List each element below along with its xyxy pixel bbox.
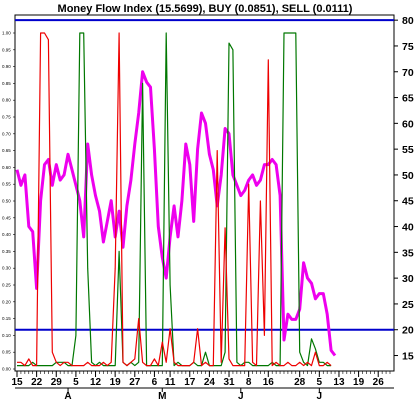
series-line-mfi <box>15 70 337 357</box>
left-tick-label: 0.30 <box>2 266 11 271</box>
right-tick-label: 15 <box>402 351 414 363</box>
series-layer <box>15 32 337 367</box>
left-tick-label: 0.90 <box>2 64 11 69</box>
x-tick-label: 12 <box>90 377 102 388</box>
right-tick-label: 60 <box>402 118 414 130</box>
right-tick-label: 40 <box>402 222 414 234</box>
x-tick-label: 31 <box>223 377 235 388</box>
left-tick-label: 0.40 <box>2 232 11 237</box>
x-tick-label: 5 <box>317 377 323 388</box>
left-tick-label: 0.50 <box>2 199 11 204</box>
x-tick-label: 19 <box>110 377 122 388</box>
x-tick-label: 27 <box>129 377 141 388</box>
x-tick-label: 13 <box>333 377 345 388</box>
left-tick-label: 0.75 <box>2 115 11 120</box>
right-axis: 15 20 25 30 35 40 45 50 55 60 65 70 75 80 <box>394 15 414 363</box>
left-axis: 0.00 0.05 0.10 0.15 0.20 0.25 0.30 0.35 0.40 0.45… <box>2 31 15 372</box>
left-tick-label: 0.20 <box>2 299 11 304</box>
plot-frame <box>14 14 395 372</box>
left-tick-label: 0.55 <box>2 182 11 187</box>
x-axis: 15 22 29 5 12 19 27 6 11 17 24 31 8 16 28 5 13 19 26 A M J J <box>11 371 394 400</box>
right-tick-label: 50 <box>402 170 414 182</box>
x-tick-label: 8 <box>246 377 252 388</box>
x-tick-label: 26 <box>373 377 385 388</box>
left-tick-label: 0.00 <box>2 367 11 372</box>
month-label: M <box>158 391 166 400</box>
right-tick-label: 55 <box>402 144 414 156</box>
x-tick-label: 28 <box>294 377 306 388</box>
x-tick-label: 22 <box>31 377 43 388</box>
left-tick-label: 0.95 <box>2 47 11 52</box>
x-tick-label: 29 <box>51 377 63 388</box>
left-tick-label: 0.35 <box>2 249 11 254</box>
x-tick-label: 17 <box>184 377 196 388</box>
chart-title: Money Flow Index (15.5699), BUY (0.0851)… <box>58 3 353 15</box>
left-tick-label: 0.65 <box>2 148 11 153</box>
right-tick-label: 35 <box>402 247 414 259</box>
right-tick-label: 45 <box>402 196 414 208</box>
left-tick-label: 0.25 <box>2 283 11 288</box>
x-tick-label: 11 <box>165 377 176 388</box>
left-tick-label: 0.85 <box>2 81 11 86</box>
x-tick-label: 19 <box>353 377 365 388</box>
right-tick-label: 30 <box>402 273 414 285</box>
x-tick-label: 6 <box>152 377 158 388</box>
series-line-buy <box>17 32 332 367</box>
month-label: A <box>64 391 71 400</box>
left-tick-label: 0.80 <box>2 98 11 103</box>
left-tick-label: 1.00 <box>2 31 11 36</box>
x-tick-label: 24 <box>204 377 216 388</box>
right-tick-label: 70 <box>402 67 414 79</box>
right-tick-label: 75 <box>402 41 414 53</box>
right-tick-label: 20 <box>402 325 414 337</box>
x-tick-label: 5 <box>73 377 79 388</box>
left-tick-label: 0.45 <box>2 215 11 220</box>
month-label: J <box>238 391 244 400</box>
right-tick-label: 80 <box>402 15 414 27</box>
right-tick-label: 65 <box>402 93 414 105</box>
series-line-sell <box>17 32 332 367</box>
left-tick-label: 0.60 <box>2 165 11 170</box>
reference-lines <box>15 19 394 331</box>
right-tick-label: 25 <box>402 299 414 311</box>
left-tick-label: 0.05 <box>2 350 11 355</box>
left-tick-label: 0.70 <box>2 131 11 136</box>
x-tick-label: 15 <box>11 377 23 388</box>
month-label: J <box>317 391 323 400</box>
left-tick-label: 0.15 <box>2 316 11 321</box>
left-tick-label: 0.10 <box>2 333 11 338</box>
x-tick-label: 16 <box>263 377 275 388</box>
